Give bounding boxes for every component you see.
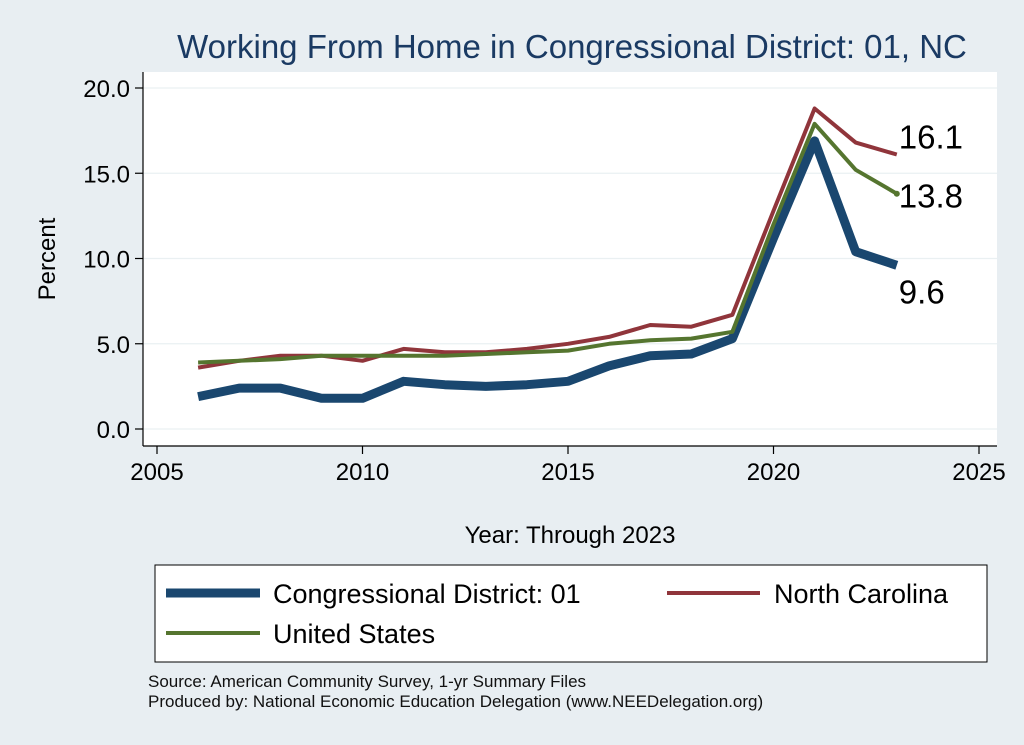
y-tick-label: 0.0 <box>97 417 130 444</box>
legend-label-us: United States <box>273 619 435 649</box>
x-axis-label: Year: Through 2023 <box>465 522 676 549</box>
y-axis-label: Percent <box>34 217 61 300</box>
legend: Congressional District: 01 North Carolin… <box>154 564 988 663</box>
x-tick-label: 2010 <box>336 459 389 486</box>
series-end-marker <box>893 190 900 197</box>
y-tick-label: 5.0 <box>97 332 130 359</box>
series-lines <box>197 106 900 403</box>
series-line-2 <box>198 121 898 365</box>
x-axis-ticks: 2005 2010 2015 2020 2025 <box>130 446 1006 486</box>
end-label-1: 16.1 <box>899 118 963 155</box>
series-line-0 <box>197 136 899 403</box>
end-label-2: 13.8 <box>899 178 963 215</box>
x-tick-label: 2005 <box>130 459 183 486</box>
source-note: Source: American Community Survey, 1-yr … <box>148 672 587 691</box>
x-tick-label: 2025 <box>952 459 1005 486</box>
x-tick-label: 2020 <box>747 459 800 486</box>
producer-note: Produced by: National Economic Education… <box>148 692 764 711</box>
y-tick-label: 20.0 <box>83 76 130 103</box>
end-label-0: 9.6 <box>899 273 945 310</box>
y-tick-label: 10.0 <box>83 247 130 274</box>
legend-label-cd01: Congressional District: 01 <box>273 579 581 609</box>
chart-title: Working From Home in Congressional Distr… <box>177 28 967 65</box>
y-axis-ticks: 0.0 5.0 10.0 15.0 20.0 <box>83 76 143 444</box>
x-tick-label: 2015 <box>541 459 594 486</box>
y-tick-label: 15.0 <box>83 161 130 188</box>
end-labels: 9.6 16.1 13.8 <box>899 118 963 310</box>
legend-box <box>154 564 988 663</box>
legend-label-nc: North Carolina <box>774 579 949 609</box>
